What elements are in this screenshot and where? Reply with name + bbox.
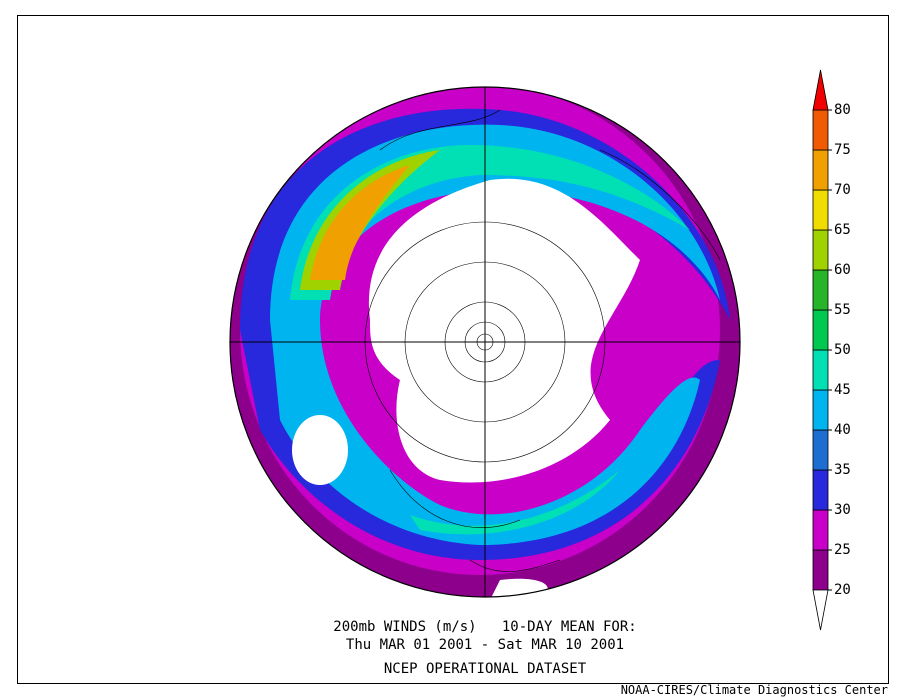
colorbar-segment bbox=[812, 429, 829, 471]
caption-line: Thu MAR 01 2001 - Sat MAR 10 2001 bbox=[346, 637, 624, 653]
colorbar-segment bbox=[812, 389, 829, 431]
colorbar-under bbox=[812, 589, 829, 631]
colorbar-segment bbox=[812, 269, 829, 311]
colorbar-tick-label: 20 bbox=[834, 582, 851, 598]
wind-field bbox=[230, 87, 740, 597]
colorbar-segment bbox=[812, 469, 829, 511]
colorbar-tick-label: 35 bbox=[834, 462, 851, 478]
colorbar-over bbox=[812, 69, 829, 111]
colorbar-segment bbox=[812, 309, 829, 351]
colorbar-tick-label: 40 bbox=[834, 422, 851, 438]
colorbar-tick-label: 80 bbox=[834, 102, 851, 118]
colorbar-segment bbox=[812, 349, 829, 391]
colorbar-tick-label: 60 bbox=[834, 262, 851, 278]
frame bbox=[17, 15, 889, 684]
colorbar-tick-label: 45 bbox=[834, 382, 851, 398]
colorbar-segment bbox=[812, 189, 829, 231]
colorbar-tick-label: 65 bbox=[834, 222, 851, 238]
caption-line: NCEP OPERATIONAL DATASET bbox=[384, 661, 587, 677]
colorbar-tick-label: 50 bbox=[834, 342, 851, 358]
colorbar-segment bbox=[812, 149, 829, 191]
colorbar-tick-label: 75 bbox=[834, 142, 851, 158]
colorbar-tick-label: 70 bbox=[834, 182, 851, 198]
colorbar-tick-label: 55 bbox=[834, 302, 851, 318]
caption-line: 200mb WINDS (m/s) 10-DAY MEAN FOR: bbox=[333, 619, 636, 635]
colorbar-segment bbox=[812, 109, 829, 151]
colorbar: 20 25 30 35 40 45 50 55 60 65 70 75 80 bbox=[812, 69, 851, 631]
credit: NOAA-CIRES/Climate Diagnostics Center bbox=[621, 683, 888, 697]
colorbar-segment bbox=[812, 509, 829, 551]
colorbar-segment bbox=[812, 549, 829, 591]
colorbar-tick-label: 25 bbox=[834, 542, 851, 558]
colorbar-tick-label: 30 bbox=[834, 502, 851, 518]
colorbar-segment bbox=[812, 229, 829, 271]
